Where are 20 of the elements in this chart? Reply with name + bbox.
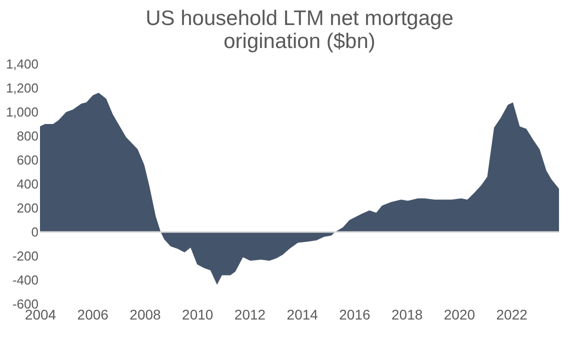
x-tick-label: 2020	[444, 306, 476, 322]
x-tick-label: 2012	[234, 306, 266, 322]
y-tick-label: 0	[31, 224, 38, 240]
y-tick-label: 200	[16, 200, 38, 216]
y-tick-label: -400	[12, 272, 38, 288]
y-tick-label: 1,400	[6, 56, 38, 72]
chart-title: US household LTM net mortgage origination ($bn)	[146, 7, 454, 53]
x-tick-label: 2008	[130, 306, 162, 322]
x-tick-label: 2018	[392, 306, 423, 322]
y-tick-label: 1,000	[6, 104, 38, 120]
y-tick-label: 1,200	[6, 80, 38, 96]
y-tick-label: -200	[12, 248, 38, 264]
x-tick-label: 2022	[496, 306, 528, 322]
y-tick-label: 600	[16, 152, 38, 168]
x-tick-label: 2016	[339, 306, 371, 322]
x-tick-label: 2006	[77, 306, 109, 322]
y-tick-label: 400	[16, 176, 38, 192]
y-tick-label: 800	[16, 128, 38, 144]
x-tick-label: 2010	[182, 306, 214, 322]
x-tick-label: 2014	[286, 306, 318, 322]
